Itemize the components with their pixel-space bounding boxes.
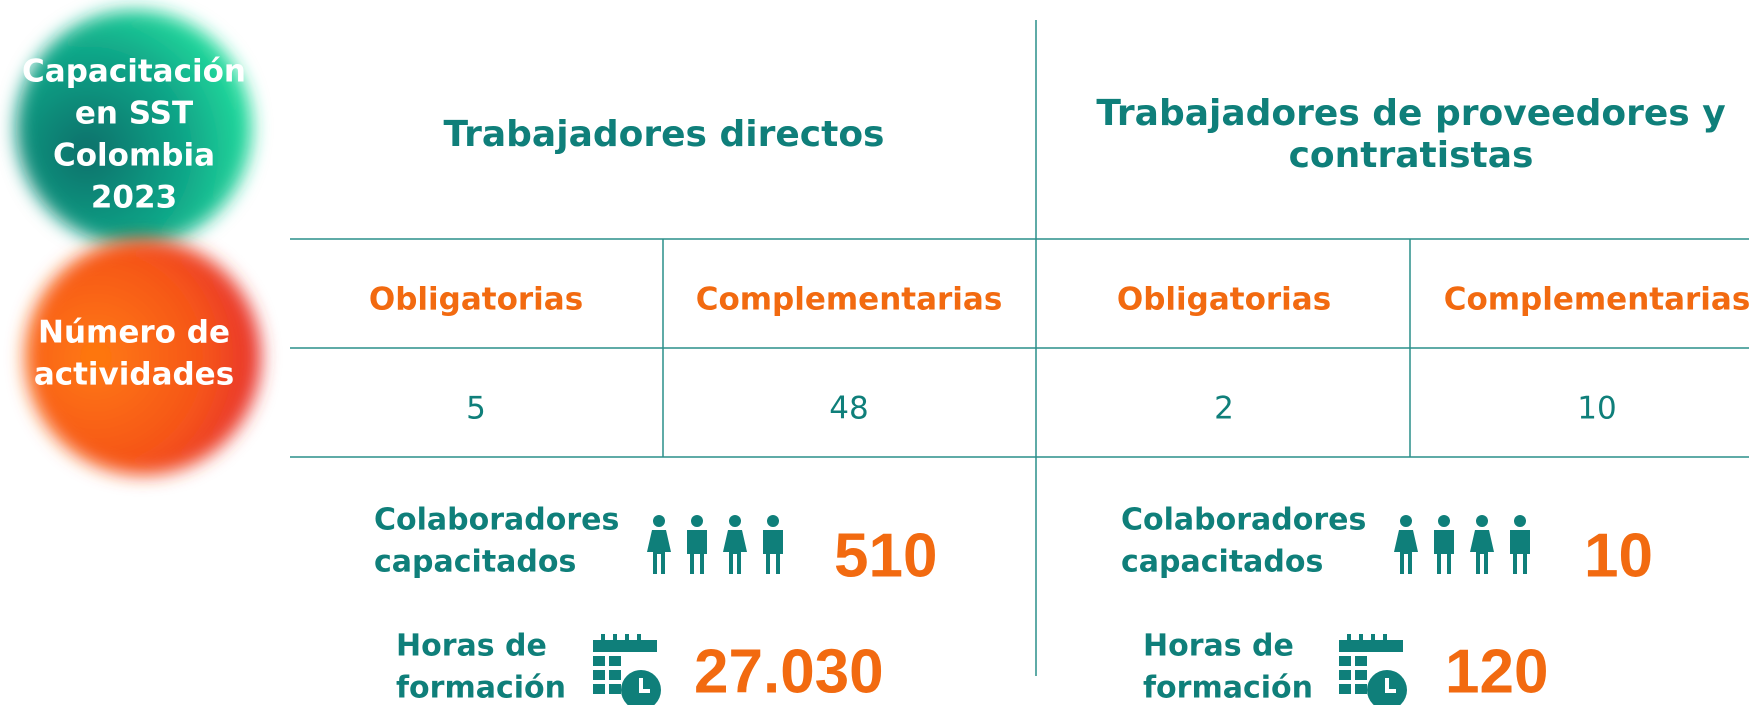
badge-text: Número de — [38, 315, 230, 351]
hours-value: 120 — [1445, 637, 1548, 705]
column-label: Complementarias — [1444, 282, 1749, 318]
trained-value: 510 — [834, 521, 937, 590]
badge-circle — [16, 10, 252, 246]
badge-text: Capacitación — [22, 54, 246, 90]
trained-label: capacitados — [374, 545, 576, 580]
badge-text: en SST — [75, 96, 193, 132]
group-title: Trabajadores de proveedores y — [1096, 93, 1725, 134]
column-label: Complementarias — [696, 282, 1003, 318]
calendar-icon — [1337, 632, 1409, 705]
person-icon — [1394, 515, 1418, 574]
trained-label: Colaboradores — [1121, 503, 1366, 538]
badge-text: 2023 — [91, 180, 177, 216]
column-value: 5 — [466, 391, 486, 427]
trained-label: capacitados — [1121, 545, 1323, 580]
hours-value: 27.030 — [694, 637, 884, 705]
trained-label: Colaboradores — [374, 503, 619, 538]
trained-value: 10 — [1584, 521, 1653, 590]
person-icon — [723, 515, 747, 574]
column-value: 10 — [1577, 391, 1616, 427]
group-title: Trabajadores directos — [444, 114, 885, 155]
person-icon — [1510, 515, 1530, 574]
column-value: 2 — [1214, 391, 1234, 427]
person-icon — [763, 515, 783, 574]
person-icon — [647, 515, 671, 574]
person-icon — [1434, 515, 1454, 574]
person-icon — [1470, 515, 1494, 574]
person-icon — [687, 515, 707, 574]
column-label: Obligatorias — [1117, 282, 1331, 318]
badge-text: actividades — [34, 357, 234, 393]
hours-label: formación — [396, 671, 566, 705]
hours-label: Horas de — [1143, 629, 1294, 664]
group-title: contratistas — [1289, 135, 1534, 176]
column-label: Obligatorias — [369, 282, 583, 318]
hours-label: Horas de — [396, 629, 547, 664]
column-value: 48 — [829, 391, 868, 427]
badge-circle — [25, 239, 261, 475]
badge-text: Colombia — [53, 138, 215, 174]
calendar-icon — [591, 632, 663, 705]
hours-label: formación — [1143, 671, 1313, 705]
